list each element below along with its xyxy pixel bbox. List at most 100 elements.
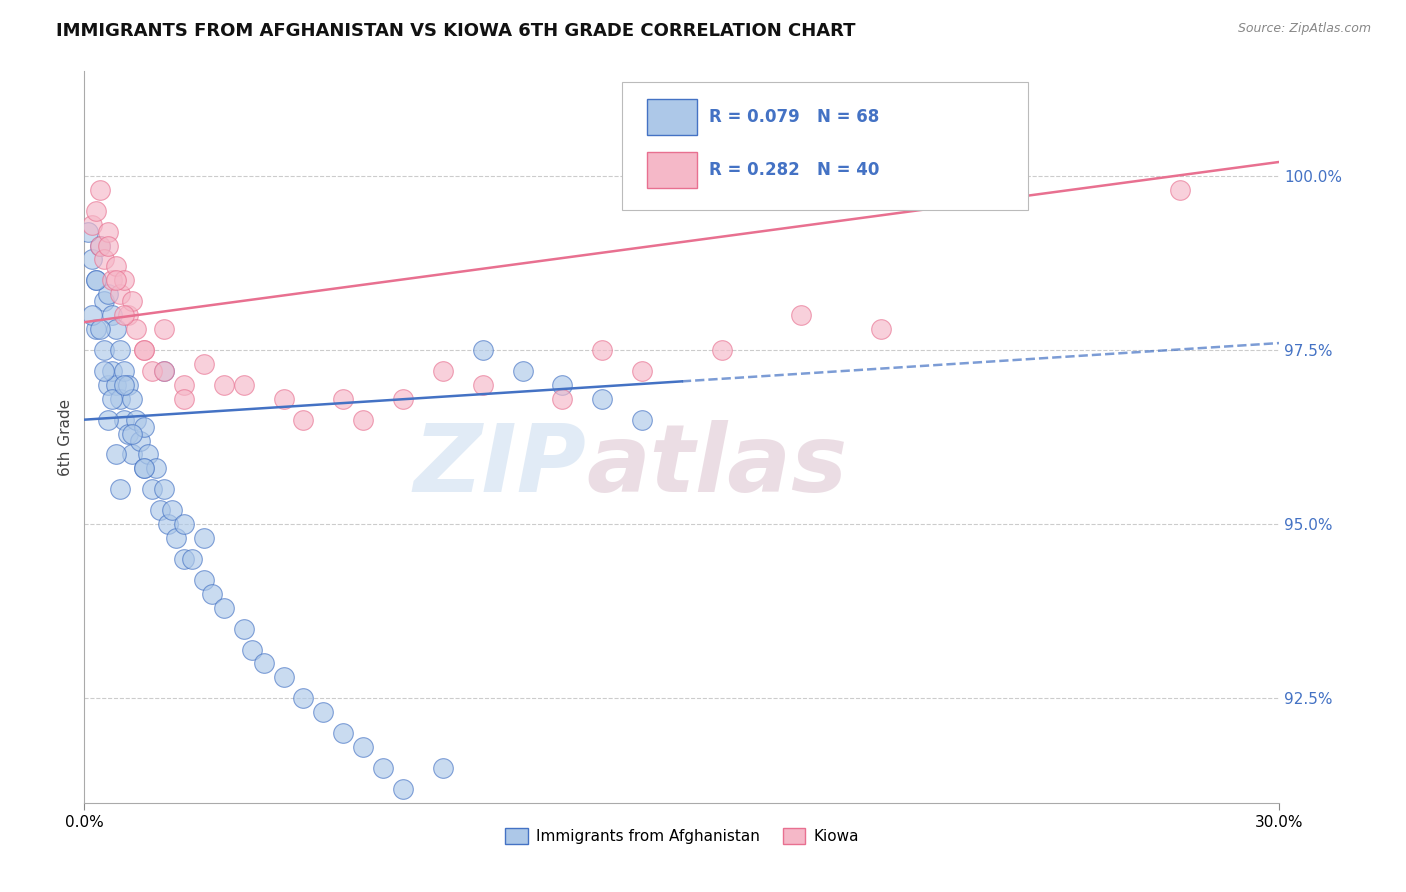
Point: [240, 642, 263, 657]
Point: [97, 377, 120, 392]
Point: [292, 412, 315, 426]
Point: [551, 392, 574, 406]
Point: [89, 183, 111, 197]
Point: [332, 392, 354, 406]
Point: [392, 392, 415, 406]
Y-axis label: 6th Grade: 6th Grade: [58, 399, 73, 475]
Point: [631, 412, 654, 426]
Point: [193, 531, 215, 545]
Point: [86, 322, 108, 336]
Point: [132, 343, 156, 357]
Point: [121, 426, 143, 441]
Point: [149, 503, 172, 517]
Point: [110, 343, 132, 357]
Legend: Immigrants from Afghanistan, Kiowa: Immigrants from Afghanistan, Kiowa: [499, 822, 865, 850]
Point: [173, 552, 195, 566]
Point: [86, 273, 108, 287]
Point: [82, 252, 104, 267]
Point: [212, 600, 235, 615]
Point: [110, 483, 132, 497]
Point: [129, 434, 152, 448]
Point: [89, 322, 111, 336]
Point: [93, 364, 115, 378]
Point: [110, 287, 132, 301]
Point: [591, 343, 613, 357]
Point: [193, 573, 215, 587]
Point: [153, 483, 176, 497]
Point: [232, 377, 254, 392]
Point: [870, 322, 893, 336]
Text: atlas: atlas: [586, 420, 848, 512]
Point: [145, 461, 167, 475]
Point: [125, 322, 148, 336]
Point: [273, 670, 295, 684]
Point: [292, 691, 315, 706]
Point: [181, 552, 204, 566]
Point: [132, 343, 156, 357]
Point: [82, 308, 104, 322]
Point: [121, 294, 143, 309]
Point: [432, 761, 454, 775]
Point: [112, 377, 135, 392]
Point: [352, 740, 374, 755]
Point: [512, 364, 534, 378]
Point: [82, 218, 104, 232]
Point: [141, 483, 163, 497]
Point: [77, 225, 100, 239]
Point: [101, 392, 124, 406]
Point: [117, 426, 139, 441]
Point: [591, 392, 613, 406]
Point: [105, 322, 128, 336]
Point: [165, 531, 187, 545]
Point: [332, 726, 354, 740]
Point: [173, 377, 195, 392]
Point: [112, 364, 135, 378]
FancyBboxPatch shape: [647, 99, 697, 135]
Point: [105, 448, 128, 462]
Point: [125, 412, 148, 426]
Point: [89, 238, 111, 252]
Point: [132, 461, 156, 475]
Point: [101, 364, 124, 378]
Point: [89, 238, 111, 252]
Point: [157, 517, 180, 532]
Point: [117, 377, 139, 392]
Point: [471, 377, 494, 392]
Point: [253, 657, 276, 671]
Point: [101, 308, 124, 322]
Point: [141, 364, 163, 378]
Point: [93, 343, 115, 357]
Point: [352, 412, 374, 426]
Point: [790, 308, 813, 322]
Point: [1168, 183, 1191, 197]
Point: [153, 364, 176, 378]
Point: [373, 761, 395, 775]
Point: [153, 322, 176, 336]
Point: [105, 377, 128, 392]
Point: [132, 419, 156, 434]
Point: [101, 273, 124, 287]
Point: [117, 308, 139, 322]
Point: [112, 412, 135, 426]
Point: [93, 294, 115, 309]
Point: [97, 287, 120, 301]
Point: [312, 705, 335, 719]
Point: [136, 448, 159, 462]
Point: [212, 377, 235, 392]
Point: [110, 392, 132, 406]
Point: [471, 343, 494, 357]
Point: [112, 273, 135, 287]
Point: [153, 364, 176, 378]
Point: [86, 203, 108, 218]
Text: ZIP: ZIP: [413, 420, 586, 512]
Point: [93, 252, 115, 267]
Text: R = 0.079   N = 68: R = 0.079 N = 68: [710, 108, 880, 126]
Point: [97, 225, 120, 239]
Point: [631, 364, 654, 378]
Point: [173, 517, 195, 532]
Point: [121, 392, 143, 406]
Point: [551, 377, 574, 392]
Point: [193, 357, 215, 371]
FancyBboxPatch shape: [623, 82, 1029, 211]
Point: [392, 781, 415, 796]
